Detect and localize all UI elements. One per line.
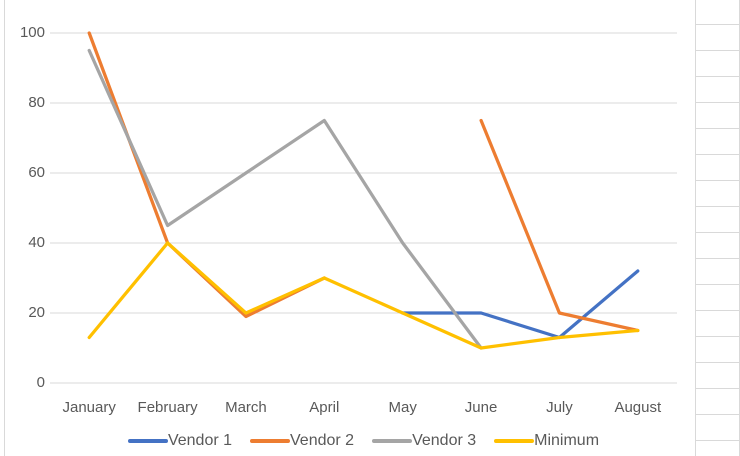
sheet-row-border: [696, 388, 739, 389]
chart-border-left: [4, 0, 5, 456]
sheet-row-border: [696, 232, 739, 233]
y-tick-label: 60: [28, 164, 45, 181]
sheet-row-border: [696, 24, 739, 25]
legend-item-vendor-3[interactable]: Vendor 3: [372, 432, 476, 450]
sheet-row-border: [696, 336, 739, 337]
y-tick-label: 0: [36, 374, 45, 391]
sheet-row-border: [696, 310, 739, 311]
y-tick-label: 20: [28, 304, 45, 321]
chart-legend[interactable]: Vendor 1 Vendor 2 Vendor 3 Minimum: [35, 430, 692, 452]
sheet-row-border: [696, 206, 739, 207]
sheet-row-border: [696, 258, 739, 259]
sheet-row-border: [696, 180, 739, 181]
sheet-row-border: [696, 414, 739, 415]
legend-label: Vendor 3: [412, 432, 477, 449]
legend-item-minimum[interactable]: Minimum: [494, 432, 599, 450]
legend-line-swatch: [372, 439, 413, 443]
legend-line-swatch: [250, 439, 291, 443]
legend-label: Vendor 1: [167, 432, 233, 449]
legend-label: Minimum: [534, 432, 600, 449]
series-line-vendor-3: [87, 48, 483, 350]
sheet-row-border: [696, 440, 739, 441]
series-line-vendor-2: [479, 118, 640, 333]
sheet-row-border: [696, 362, 739, 363]
series-line-vendor-1: [401, 269, 640, 340]
spreadsheet-column[interactable]: [695, 0, 740, 456]
sheet-row-border: [696, 76, 739, 77]
legend-item-vendor-2[interactable]: Vendor 2: [250, 432, 354, 450]
y-axis-labels: 0 20 40 60 80 100: [0, 0, 45, 400]
sheet-row-border: [696, 102, 739, 103]
sheet-row-border: [696, 50, 739, 51]
sheet-row-border: [696, 128, 739, 129]
legend-line-swatch: [127, 439, 168, 443]
series-line-minimum: [87, 241, 640, 350]
line-chart-plot: [50, 31, 677, 384]
legend-line-swatch: [494, 439, 535, 443]
legend-item-vendor-1[interactable]: Vendor 1: [127, 432, 233, 450]
chart-object[interactable]: 0 20 40 60 80 100 January February March April Ma…: [0, 0, 695, 456]
y-tick-label: 100: [19, 24, 45, 41]
y-tick-label: 80: [28, 94, 45, 111]
sheet-row-border: [696, 154, 739, 155]
y-tick-label: 40: [28, 234, 45, 251]
sheet-row-border: [696, 284, 739, 285]
legend-label: Vendor 2: [290, 432, 355, 449]
series-line-vendor-2: [87, 31, 326, 319]
